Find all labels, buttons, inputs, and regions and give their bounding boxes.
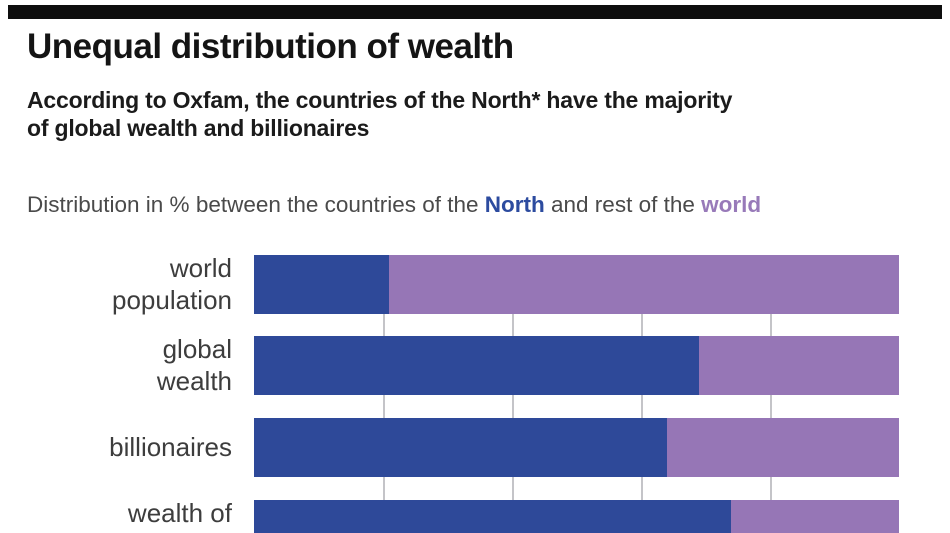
row-label: wealth of billionaires	[0, 497, 232, 533]
caption-text-middle: and rest of the	[544, 192, 702, 217]
caption-world-label: world	[701, 192, 762, 217]
subtitle-line-2: of global wealth and billionaires	[27, 115, 370, 141]
bar	[254, 336, 899, 395]
chart-row-global-wealth: global wealth	[0, 333, 950, 397]
page-subtitle: According to Oxfam, the countries of the…	[27, 86, 732, 142]
bar-segment-north	[254, 418, 667, 477]
chart-row-billionaires: billionaires	[0, 418, 950, 477]
stacked-bar-chart: world population global wealth billionai…	[0, 252, 950, 533]
chart-row-world-population: world population	[0, 252, 950, 316]
bar-segment-north	[254, 336, 700, 395]
row-label: global wealth	[0, 333, 232, 397]
bar	[254, 500, 899, 533]
page-title: Unequal distribution of wealth	[27, 27, 514, 66]
bar-segment-world	[389, 255, 899, 314]
subtitle-line-1: According to Oxfam, the countries of the…	[27, 87, 733, 113]
row-label: world population	[0, 252, 232, 316]
bar-segment-world	[731, 500, 899, 533]
bar-segment-north	[254, 255, 390, 314]
row-label-line: billionaires	[0, 529, 232, 533]
top-rule	[8, 5, 942, 19]
bar-segment-north	[254, 500, 732, 533]
caption-north-label: North	[484, 192, 545, 217]
row-label: billionaires	[0, 431, 232, 463]
caption-text-prefix: Distribution in % between the countries …	[27, 192, 485, 217]
row-label-line: wealth of	[127, 498, 232, 528]
row-label-line: billionaires	[109, 432, 232, 462]
row-label-line: wealth	[156, 366, 232, 396]
bar-segment-world	[666, 418, 899, 477]
bar-segment-world	[699, 336, 899, 395]
chart-row-wealth-of-billionaires: wealth of billionaires	[0, 497, 950, 533]
row-label-line: population	[112, 285, 232, 315]
bar	[254, 418, 899, 477]
chart-caption: Distribution in % between the countries …	[27, 191, 761, 218]
row-label-line: global	[162, 334, 232, 364]
row-label-line: world	[169, 253, 232, 283]
bar	[254, 255, 899, 314]
